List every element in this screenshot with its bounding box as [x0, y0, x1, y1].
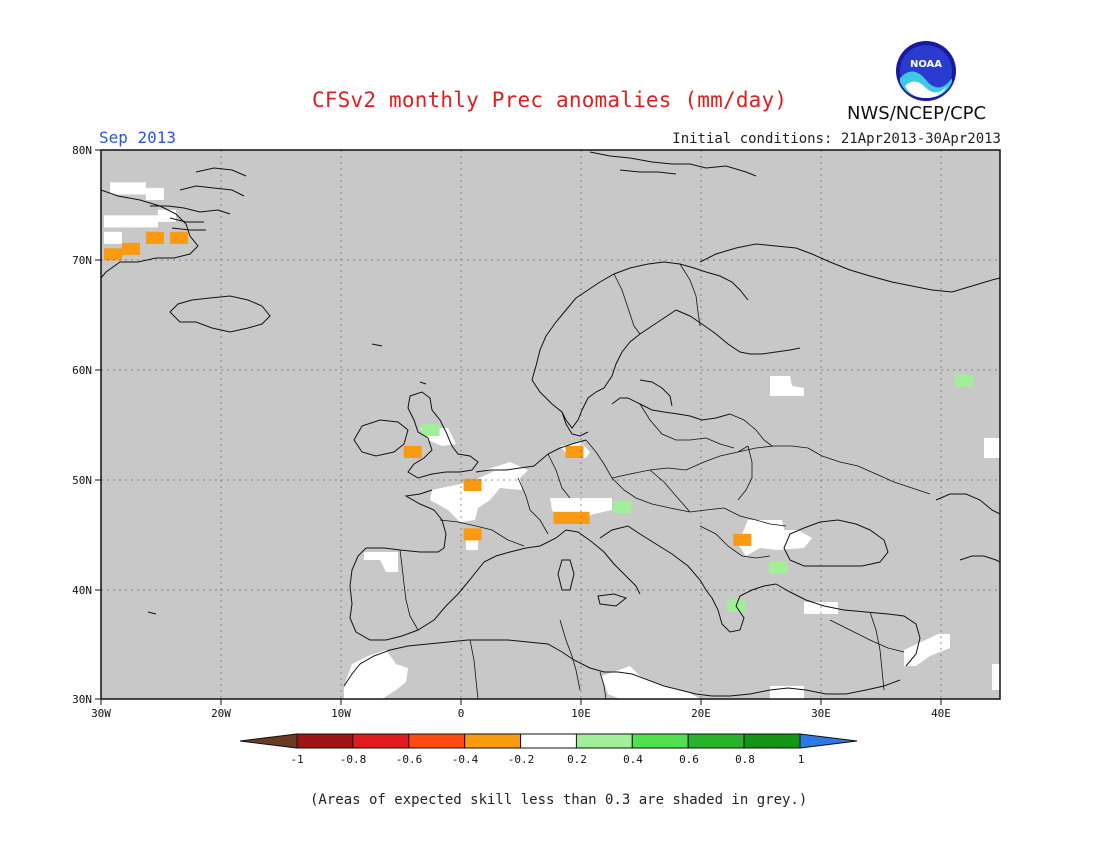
anomaly-cell-neutral	[128, 182, 146, 195]
neutral-area-brittany	[430, 468, 522, 522]
coastline-great-britain	[407, 391, 479, 479]
anomaly-cell-wet-02-04	[955, 374, 973, 387]
coastline-scandinavia	[531, 261, 749, 381]
axis-ticks	[95, 149, 942, 705]
legend-tick-label: -1	[290, 753, 303, 766]
neutral-area-caspian	[984, 438, 1000, 458]
coastlines	[100, 151, 1001, 697]
lat-label: 50N	[72, 474, 92, 487]
legend-bin	[296, 733, 354, 749]
latitude-labels: 80N 70N 60N 50N 40N 30N	[72, 144, 92, 706]
legend-tick-labels: -1 -0.8 -0.6 -0.4 -0.2 0.2 0.4 0.6 0.8 1	[290, 753, 804, 766]
lon-label: 40E	[931, 707, 951, 720]
lat-label: 70N	[72, 254, 92, 267]
graticule	[101, 150, 1000, 699]
legend-tick-label: 0.6	[679, 753, 699, 766]
legend-bin	[520, 733, 577, 749]
anomaly-cell-neutral	[104, 215, 122, 228]
neutral-area-italy	[466, 540, 478, 550]
lat-label: 40N	[72, 584, 92, 597]
map-frame	[100, 149, 1001, 700]
lat-label: 60N	[72, 364, 92, 377]
neutral-area-spain	[364, 552, 398, 572]
lon-label: 30W	[91, 707, 111, 720]
coastline-caspian	[935, 493, 1001, 515]
lon-label: 0	[458, 707, 465, 720]
legend-tick-label: 0.8	[735, 753, 755, 766]
legend-high-triangle	[799, 733, 858, 749]
legend-tick-label: -0.4	[452, 753, 479, 766]
anomaly-cell-dry-04-02	[169, 231, 188, 244]
anomaly-cell-wet-02-04	[769, 561, 788, 574]
legend-bin	[575, 733, 633, 749]
logo-text: NOAA	[910, 59, 942, 70]
legend-bin	[352, 733, 410, 749]
coastline-north-africa	[343, 639, 901, 697]
anomaly-cell-wet-02-04	[421, 424, 440, 437]
anomaly-cell-neutral	[122, 215, 140, 228]
longitude-labels: 30W 20W 10W 0 10E 20E 30E 40E	[91, 707, 951, 720]
lat-label: 80N	[72, 144, 92, 157]
coastline-greenland	[100, 189, 199, 279]
skill-note: (Areas of expected skill less than 0.3 a…	[310, 792, 808, 808]
country-borders	[399, 263, 931, 700]
forecast-month: Sep 2013	[99, 128, 177, 147]
coastline-iceland	[169, 295, 271, 333]
anomaly-cells	[104, 182, 973, 612]
anomaly-cell-dry-04-02	[122, 242, 140, 255]
legend-tick-label: 0.2	[567, 753, 587, 766]
color-legend: -1 -0.8 -0.6 -0.4 -0.2 0.2 0.4 0.6 0.8 1	[239, 733, 858, 766]
anomaly-cell-wet-02-04	[613, 500, 632, 513]
legend-bin	[408, 733, 466, 749]
neutral-area-libya	[602, 666, 700, 699]
noaa-logo-icon: NOAA	[896, 41, 956, 101]
anomaly-cell-dry-04-02	[463, 528, 482, 541]
lon-label: 20W	[211, 707, 231, 720]
anomaly-cell-dry-04-02	[463, 478, 482, 491]
anomaly-cell-neutral	[140, 215, 158, 228]
lon-label: 10W	[331, 707, 351, 720]
anomaly-cell-dry-04-02	[553, 511, 572, 524]
legend-bin	[743, 733, 801, 749]
anomaly-cell-dry-04-02	[145, 231, 164, 244]
legend-bin	[464, 733, 522, 749]
agency-label: NWS/NCEP/CPC	[847, 103, 987, 124]
anomaly-cell-neutral	[145, 187, 164, 200]
map-background	[101, 150, 1000, 699]
legend-tick-label: 0.4	[623, 753, 643, 766]
legend-low-triangle	[239, 733, 298, 749]
neutral-area-syria	[904, 634, 950, 666]
anomaly-cell-dry-04-02	[733, 533, 752, 546]
legend-tick-label: -0.2	[508, 753, 535, 766]
legend-bin	[687, 733, 745, 749]
neutral-area-morocco	[344, 650, 408, 699]
neutral-area-romania	[738, 520, 812, 556]
anomaly-cell-dry-04-02	[565, 445, 584, 458]
anomaly-cell-dry-04-02	[104, 248, 122, 261]
coastline-black-sea	[783, 519, 889, 567]
coastline-ireland	[353, 419, 409, 457]
neutral-area-iraq	[992, 664, 1000, 690]
legend-tick-label: 1	[798, 753, 805, 766]
anomaly-cell-neutral	[110, 182, 128, 195]
anomaly-cell-neutral	[157, 209, 176, 222]
legend-tick-label: -0.8	[340, 753, 367, 766]
lon-label: 30E	[811, 707, 831, 720]
legend-bins	[296, 733, 801, 749]
neutral-area-volga	[770, 376, 804, 396]
coastline-svalbard	[589, 151, 757, 177]
figure-title: CFSv2 monthly Prec anomalies (mm/day)	[312, 88, 788, 112]
anomaly-cell-neutral	[104, 231, 122, 244]
initial-conditions-label: Initial conditions: 21Apr2013-30Apr2013	[672, 131, 1001, 147]
lon-label: 20E	[691, 707, 711, 720]
legend-tick-label: -0.6	[396, 753, 423, 766]
lat-label: 30N	[72, 693, 92, 706]
anomaly-cell-dry-04-02	[571, 511, 590, 524]
legend-bin	[631, 733, 689, 749]
lon-label: 10E	[571, 707, 591, 720]
coastline-western-europe	[475, 439, 587, 473]
anomaly-cell-dry-04-02	[403, 445, 422, 458]
